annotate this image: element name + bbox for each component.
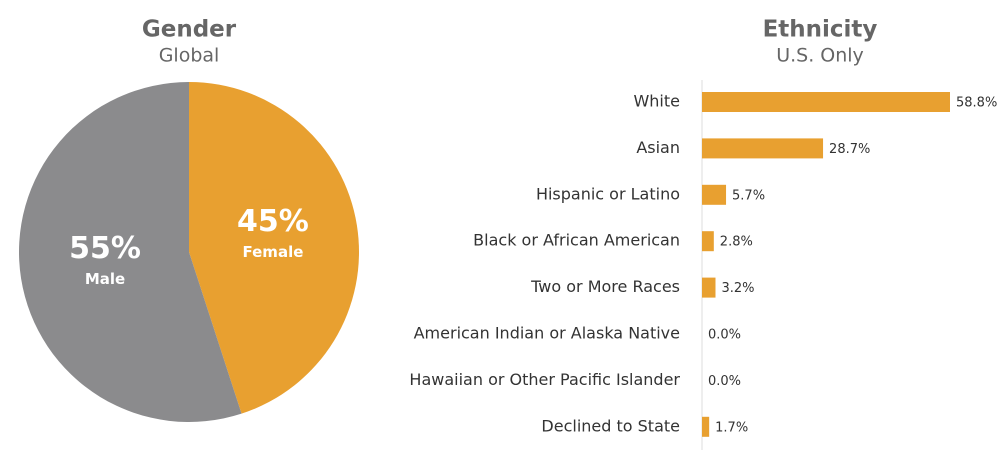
pie-slice <box>18 82 242 422</box>
value-label: 0.0% <box>708 374 741 389</box>
value-label: 5.7% <box>732 188 765 203</box>
chart-subtitle: U.S. Only <box>776 45 864 67</box>
slice-value-label: 45% <box>237 204 309 239</box>
value-label: 58.8% <box>956 96 997 111</box>
bar <box>702 138 824 159</box>
slice-category-label: Male <box>85 270 125 288</box>
value-label: 28.7% <box>829 142 870 157</box>
chart-title: Gender <box>142 17 237 43</box>
value-label: 1.7% <box>715 420 748 435</box>
category-label: Declined to State <box>541 416 680 435</box>
value-label: 0.0% <box>708 328 741 343</box>
bar <box>702 416 710 437</box>
chart-title: Ethnicity <box>763 17 878 43</box>
category-label: American Indian or Alaska Native <box>414 324 680 343</box>
bar <box>702 231 714 252</box>
bar <box>702 277 716 298</box>
pie-slice <box>189 82 359 414</box>
category-label: Hawaiian or Other Pacific Islander <box>409 370 680 389</box>
category-label: Two or More Races <box>530 277 680 296</box>
bar <box>702 92 950 112</box>
value-label: 3.2% <box>721 281 754 296</box>
slice-value-label: 55% <box>69 231 141 266</box>
value-label: 2.8% <box>720 235 753 250</box>
category-label: Hispanic or Latino <box>536 184 680 203</box>
chart-subtitle: Global <box>159 45 220 67</box>
bar <box>702 184 727 205</box>
category-label: Black or African American <box>473 231 680 250</box>
slice-category-label: Female <box>243 243 304 261</box>
category-label: Asian <box>636 138 680 157</box>
category-label: White <box>633 92 680 111</box>
